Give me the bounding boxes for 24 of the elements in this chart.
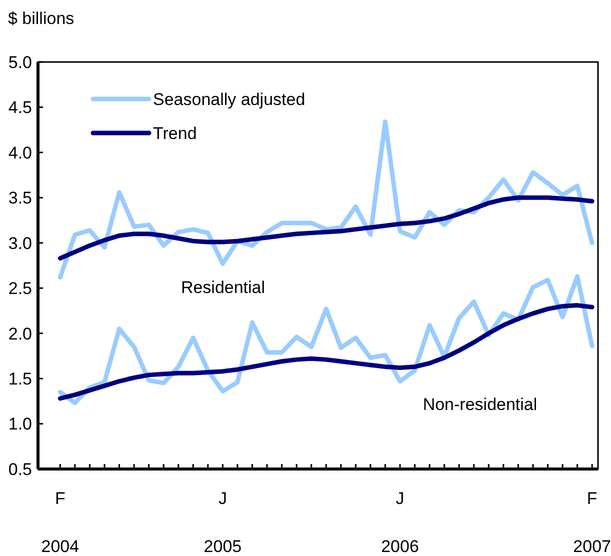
y-tick-label: 1.5: [8, 370, 32, 389]
text: 2005: [204, 536, 242, 556]
x-tick-label: F: [586, 489, 598, 508]
annotation: Residential: [180, 278, 266, 297]
y-tick-label: 3.5: [8, 188, 32, 208]
y-tick-label: 2.5: [8, 279, 32, 298]
x-tick-label: F: [54, 489, 66, 508]
line-series: [58, 195, 594, 261]
legend-label: Trend: [153, 124, 197, 143]
y-tick-label: 4.5: [8, 98, 32, 118]
y-tick-label: 1.0: [8, 414, 32, 434]
text: 2004: [41, 536, 80, 556]
annotation: Non-residential: [422, 394, 538, 414]
y-tick-label: 2.0: [8, 324, 32, 344]
text: 2006: [381, 536, 419, 556]
y-tick-label: 3.0: [8, 234, 32, 253]
y-axis-title: $ billions: [8, 9, 74, 28]
y-tick-label: 4.0: [8, 143, 32, 162]
y-tick-label: 0.5: [8, 460, 32, 479]
text: 2007: [573, 536, 611, 556]
y-tick-label: 5.0: [8, 52, 32, 72]
legend-label: Seasonally adjusted: [153, 90, 306, 109]
x-tick-label: J: [218, 489, 227, 508]
x-tick-label: J: [396, 489, 404, 508]
